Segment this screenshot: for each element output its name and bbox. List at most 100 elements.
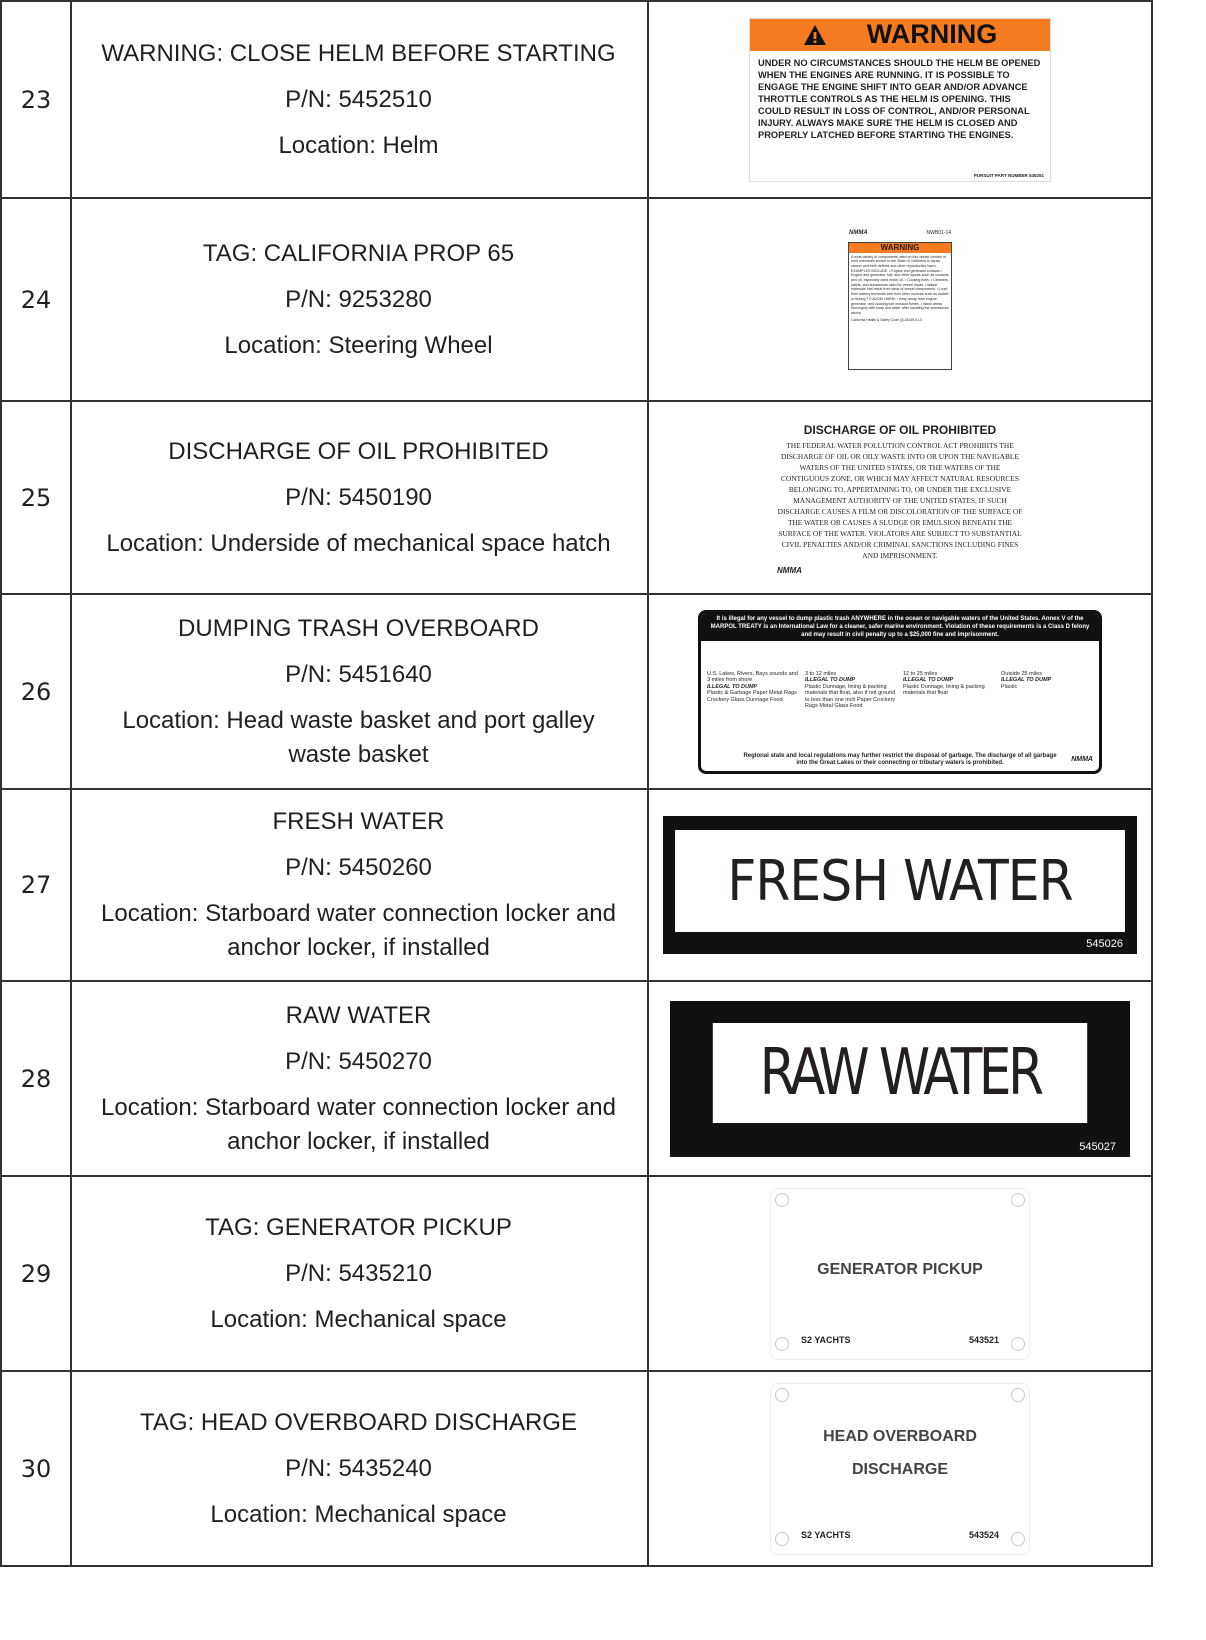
description: FRESH WATER P/N: 5450260 Location: Starboa… <box>70 790 649 980</box>
decal-heading: WARNING <box>867 19 998 50</box>
row-number: 29 <box>2 1177 72 1370</box>
tag-code: 543521 <box>969 1335 999 1345</box>
part-number: P/N: 5435240 <box>89 1452 629 1486</box>
tag-code: NWB01-14 <box>927 230 951 236</box>
part-number: P/N: 5450260 <box>89 851 629 885</box>
oil-placard: DISCHARGE OF OIL PROHIBITED THE FEDERAL W… <box>775 423 1025 573</box>
label-title: RAW WATER <box>89 999 629 1033</box>
label-title: TAG: GENERATOR PICKUP <box>89 1211 629 1245</box>
tag-footer: California Health & Safety Code §§ 25249… <box>849 318 951 322</box>
decal-footer: PURSUIT PART NUMBER 545251 <box>974 173 1044 178</box>
zone-range: Outside 25 miles <box>1001 671 1042 677</box>
row-number: 28 <box>2 982 72 1175</box>
sign-text: RAW WATER <box>713 1023 1087 1123</box>
marpol-placard: It is illegal for any vessel to dump pla… <box>698 610 1102 774</box>
label-image: RAW WATER 545027 <box>649 982 1151 1175</box>
zones: U.S. Lakes, Rivers, Bays sounds and 3 mi… <box>701 641 1099 710</box>
sign-code: 545027 <box>1079 1141 1116 1153</box>
part-number: P/N: 5435210 <box>89 1257 629 1291</box>
mount-hole <box>775 1532 789 1546</box>
label-image: HEAD OVERBOARD DISCHARGE S2 YACHTS 543524 <box>649 1372 1151 1565</box>
zone: U.S. Lakes, Rivers, Bays sounds and 3 mi… <box>707 671 799 710</box>
row-number: 23 <box>2 2 72 197</box>
row-number: 25 <box>2 402 72 593</box>
row-number: 27 <box>2 790 72 980</box>
table-row: 27 FRESH WATER P/N: 5450260 Location: Starb… <box>0 790 1153 982</box>
part-number: P/N: 5450190 <box>89 481 629 515</box>
description: TAG: GENERATOR PICKUPP/N: 5435210Locatio… <box>70 1177 649 1370</box>
brand: NMMA <box>777 566 802 575</box>
label-title: TAG: HEAD OVERBOARD DISCHARGE <box>89 1406 629 1440</box>
placard-header: It is illegal for any vessel to dump pla… <box>701 613 1099 641</box>
part-number: P/N: 5450270 <box>89 1045 629 1079</box>
decal-text: UNDER NO CIRCUMSTANCES SHOULD THE HELM B… <box>750 51 1050 141</box>
part-number: P/N: 9253280 <box>89 283 629 317</box>
description: TAG: HEAD OVERBOARD DISCHARGE P/N: 543524… <box>70 1372 649 1565</box>
placard-text: THE FEDERAL WATER POLLUTION CONTROL ACT … <box>775 440 1025 561</box>
mount-hole <box>1011 1388 1025 1402</box>
tag-code: 543524 <box>969 1530 999 1540</box>
tag-maker: S2 YACHTS <box>801 1530 851 1540</box>
page: 23WARNING: CLOSE HELM BEFORE STARTINGP/N… <box>0 0 1206 1640</box>
row-number: 24 <box>2 199 72 400</box>
label-title: FRESH WATER <box>89 805 629 839</box>
engraved-tag: HEAD OVERBOARD DISCHARGE S2 YACHTS 543524 <box>770 1383 1030 1555</box>
mount-hole <box>1011 1193 1025 1207</box>
zone-items: Plastic <box>1001 684 1017 690</box>
mount-hole <box>775 1337 789 1351</box>
location: Location: Steering Wheel <box>89 329 629 363</box>
table-row: 25 DISCHARGE OF OIL PROHIBITED P/N: 545019… <box>0 402 1153 595</box>
label-image: FRESH WATER 545026 <box>649 790 1151 980</box>
sign-code: 545026 <box>1086 938 1123 950</box>
row-number: 26 <box>2 595 72 788</box>
location: Location: Mechanical space <box>89 1498 629 1532</box>
label-title: DISCHARGE OF OIL PROHIBITED <box>89 435 629 469</box>
tag-text: HEAD OVERBOARD DISCHARGE <box>801 1420 999 1486</box>
zone-range: 3 to 12 miles <box>805 671 836 677</box>
location: Location: Starboard water connection loc… <box>89 897 629 965</box>
engraved-tag: GENERATOR PICKUPS2 YACHTS543521 <box>770 1188 1030 1360</box>
zone-items: Plastic & Garbage Paper Metal Rags Crock… <box>707 690 797 703</box>
location: Location: Starboard water connection loc… <box>89 1091 629 1159</box>
zone-range: 12 to 25 miles <box>903 671 937 677</box>
mount-hole <box>775 1388 789 1402</box>
brand: NMMA <box>1071 756 1093 763</box>
location: Location: Helm <box>89 129 629 163</box>
label-image: It is illegal for any vessel to dump pla… <box>649 595 1151 788</box>
tag-text: A wide variety of components used on thi… <box>849 253 951 318</box>
mount-hole <box>1011 1532 1025 1546</box>
zone-items: Plastic Dunnage, lining & packing materi… <box>903 684 985 697</box>
table-row: 28 RAW WATER P/N: 5450270 Location: Starboa… <box>0 982 1153 1177</box>
water-sign: FRESH WATER 545026 <box>663 816 1137 954</box>
warning-icon <box>803 24 827 46</box>
sign-text: FRESH WATER <box>675 830 1125 932</box>
water-sign: RAW WATER 545027 <box>670 1001 1130 1157</box>
location: Location: Underside of mechanical space … <box>89 527 629 561</box>
table-row: 24 TAG: CALIFORNIA PROP 65 P/N: 9253280 Loc… <box>0 199 1153 402</box>
decal-header: WARNING <box>750 19 1050 51</box>
row-number: 30 <box>2 1372 72 1565</box>
label-title: DUMPING TRASH OVERBOARD <box>89 612 629 646</box>
label-image: DISCHARGE OF OIL PROHIBITED THE FEDERAL W… <box>649 402 1151 593</box>
brand: NMMA <box>849 230 868 236</box>
table-row: 30 TAG: HEAD OVERBOARD DISCHARGE P/N: 5435… <box>0 1372 1153 1567</box>
placard-heading: DISCHARGE OF OIL PROHIBITED <box>775 423 1025 437</box>
zone-items: Plastic Dunnage, lining & packing materi… <box>805 684 895 710</box>
tag-text: GENERATOR PICKUP <box>781 1253 1019 1286</box>
description: RAW WATER P/N: 5450270 Location: Starboard… <box>70 982 649 1175</box>
placard-footer: Regional state and local regulations may… <box>741 753 1059 767</box>
label-title: TAG: CALIFORNIA PROP 65 <box>89 237 629 271</box>
zone-range: U.S. Lakes, Rivers, Bays sounds and 3 mi… <box>707 671 798 684</box>
description: DISCHARGE OF OIL PROHIBITED P/N: 5450190 L… <box>70 402 649 593</box>
